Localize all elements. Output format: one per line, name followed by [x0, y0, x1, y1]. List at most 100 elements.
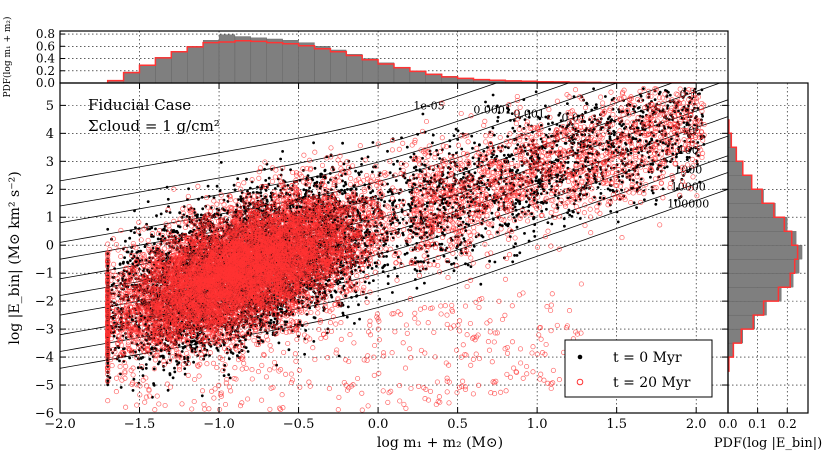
point-t0 — [456, 138, 460, 141]
point-t0 — [312, 141, 315, 145]
point-t0 — [236, 177, 240, 181]
point-t0 — [685, 158, 689, 162]
point-t0 — [472, 244, 476, 248]
point-t0 — [488, 259, 491, 263]
point-t0 — [606, 117, 610, 121]
point-t0 — [367, 281, 371, 285]
point-t0 — [651, 191, 655, 195]
point-t0 — [371, 141, 375, 144]
point-t0 — [370, 267, 374, 270]
point-t0 — [668, 93, 672, 97]
point-t0 — [409, 155, 413, 159]
point-t0 — [279, 157, 282, 161]
point-t0 — [298, 178, 302, 182]
point-t0 — [166, 388, 170, 392]
point-t0 — [246, 350, 250, 353]
point-t0 — [416, 132, 420, 136]
point-t0 — [353, 322, 356, 325]
point-t0 — [515, 254, 519, 257]
point-t0 — [313, 166, 317, 170]
point-t0 — [534, 179, 538, 183]
point-t0 — [219, 161, 223, 164]
point-t0 — [171, 376, 175, 380]
point-t0 — [354, 187, 358, 191]
point-t0 — [527, 239, 531, 243]
point-t0 — [245, 177, 248, 181]
point-t0 — [551, 214, 554, 218]
point-t0 — [313, 316, 317, 320]
point-t0 — [126, 250, 130, 254]
point-t0 — [431, 141, 434, 145]
point-t0 — [133, 231, 136, 235]
point-t0 — [555, 180, 559, 183]
point-t0 — [675, 187, 679, 191]
contour-label: 100000 — [667, 197, 709, 210]
contour-line — [60, 83, 618, 224]
point-t0 — [264, 179, 268, 182]
point-t0 — [473, 171, 477, 175]
point-t0 — [484, 100, 487, 104]
point-t0 — [642, 87, 645, 90]
point-t0 — [342, 184, 346, 188]
point-t0 — [559, 119, 563, 123]
point-t0 — [515, 225, 519, 229]
point-t0 — [454, 256, 458, 260]
point-t0 — [357, 173, 361, 177]
point-t0 — [663, 166, 666, 170]
main-panel: 1e-050.00010.0010.010.111010010001000010… — [7, 82, 729, 451]
point-t0 — [382, 244, 386, 247]
point-t0 — [381, 270, 385, 273]
point-t0 — [326, 181, 330, 184]
point-t0 — [675, 155, 678, 159]
point-t0 — [363, 183, 367, 187]
point-t0 — [413, 268, 417, 271]
point-t0 — [405, 145, 409, 149]
point-t0 — [197, 197, 200, 201]
point-t0 — [452, 269, 456, 273]
point-t0 — [616, 220, 620, 224]
point-t0 — [357, 303, 360, 307]
point-t0 — [304, 329, 308, 332]
point-t0 — [269, 318, 273, 322]
point-t0 — [371, 170, 374, 174]
point-t0 — [200, 394, 204, 398]
point-t0 — [533, 235, 537, 238]
point-t0 — [394, 179, 398, 182]
point-t0 — [273, 187, 277, 190]
point-t0 — [531, 130, 534, 134]
point-t0 — [410, 188, 414, 192]
point-t0 — [491, 93, 495, 97]
point-t0 — [388, 199, 392, 203]
point-t0 — [462, 176, 465, 179]
point-t0 — [572, 210, 575, 214]
point-t0 — [233, 188, 237, 192]
point-t0 — [267, 176, 271, 180]
contour-line — [60, 83, 498, 182]
point-t0 — [471, 248, 474, 252]
point-t0 — [144, 366, 148, 370]
point-t0 — [491, 126, 495, 130]
point-t0 — [218, 189, 222, 193]
point-t0 — [343, 189, 346, 193]
point-t0 — [149, 352, 153, 355]
contour-label: 1e-05 — [413, 99, 444, 112]
point-t0 — [545, 207, 548, 211]
point-t0 — [398, 198, 401, 202]
point-t0 — [450, 262, 453, 266]
point-t0 — [643, 198, 646, 202]
point-t0 — [511, 157, 515, 161]
point-t0 — [408, 225, 412, 229]
point-t0 — [514, 202, 518, 205]
point-t0 — [533, 223, 537, 227]
point-t0 — [598, 182, 602, 186]
point-t0 — [509, 119, 512, 122]
point-t0 — [392, 162, 395, 166]
point-t0 — [156, 362, 160, 366]
point-t0 — [496, 115, 500, 119]
point-t0 — [540, 209, 544, 213]
point-t0 — [513, 129, 516, 133]
point-t0 — [415, 269, 419, 273]
point-t0 — [123, 256, 126, 259]
point-t0 — [555, 143, 559, 147]
